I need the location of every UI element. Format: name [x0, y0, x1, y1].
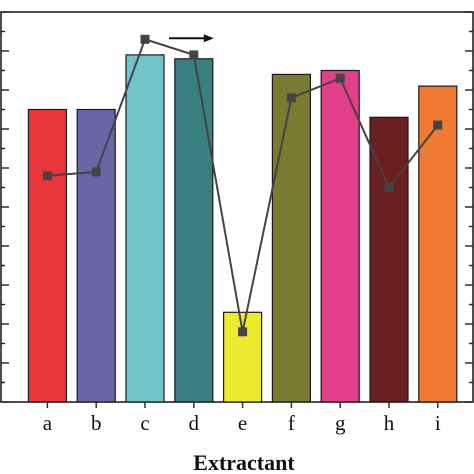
bar-c: [125, 54, 165, 403]
x-tick-labels: a b c d e f g h i: [43, 402, 441, 435]
x-tick-label-f: f: [288, 411, 295, 435]
arrow-head-icon: [203, 34, 214, 43]
line-marker-h: [384, 183, 394, 192]
x-tick-label-a: a: [43, 411, 53, 435]
bar-e: [223, 311, 263, 403]
x-axis-title: Extractant: [193, 450, 295, 474]
x-tick-label-c: c: [140, 411, 149, 435]
bar-h: [369, 116, 409, 403]
line-marker-a: [42, 171, 52, 181]
bar-a: [27, 108, 67, 403]
bar-b: [76, 108, 116, 403]
x-tick-label-b: b: [91, 411, 102, 435]
line-marker-i: [433, 120, 443, 130]
x-tick-label-i: i: [435, 411, 441, 435]
line-marker-b: [91, 167, 101, 177]
bar-f: [271, 73, 311, 403]
x-tick-label-g: g: [335, 411, 346, 435]
x-tick-label-h: h: [384, 411, 395, 435]
bar-d: [174, 58, 214, 403]
line-marker-f: [286, 93, 296, 103]
bar-g: [320, 69, 360, 403]
line-marker-g: [335, 73, 345, 83]
plot-area: [0, 11, 474, 403]
bar-i: [418, 85, 458, 403]
x-tick-label-e: e: [238, 411, 247, 435]
x-tick-label-d: d: [189, 411, 200, 435]
line-marker-e: [238, 327, 248, 337]
line-marker-c: [140, 34, 150, 44]
line-marker-d: [189, 50, 199, 60]
